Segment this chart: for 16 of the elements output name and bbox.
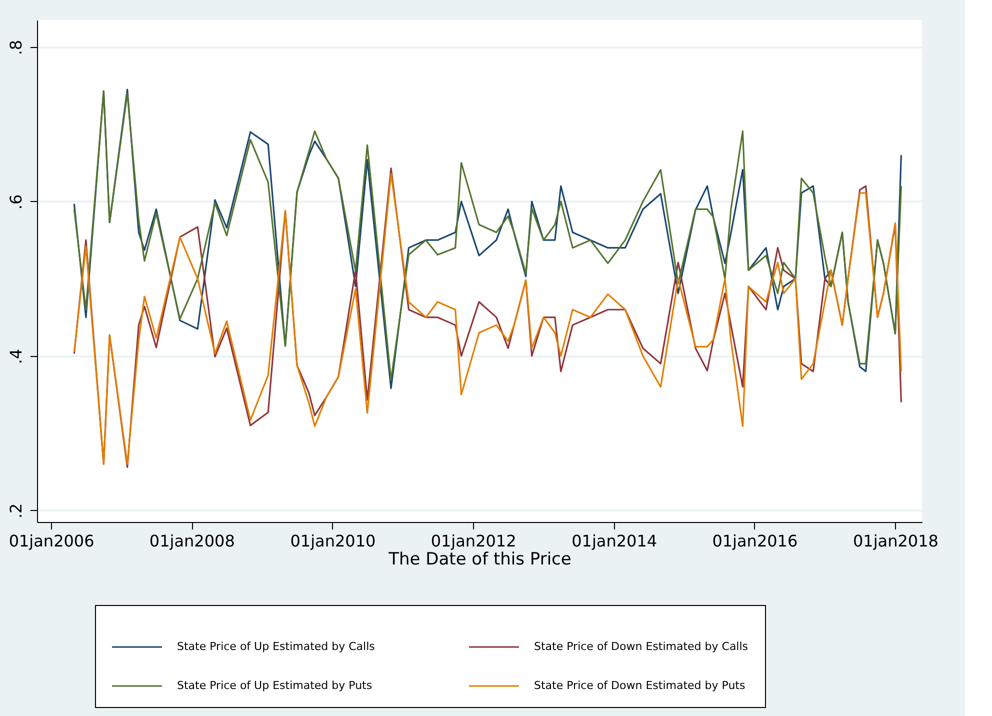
x-tick-label: 01jan2008 bbox=[149, 532, 235, 550]
x-tick-label: 01jan2010 bbox=[290, 532, 376, 550]
legend-label: State Price of Down Estimated by Calls bbox=[534, 640, 748, 653]
legend-label: State Price of Up Estimated by Puts bbox=[177, 679, 372, 692]
legend-label: State Price of Down Estimated by Puts bbox=[534, 679, 746, 692]
legend-label: State Price of Up Estimated by Calls bbox=[177, 640, 376, 653]
y-tick-label: .8 bbox=[6, 40, 26, 56]
x-tick-label: 01jan2012 bbox=[430, 532, 516, 550]
x-tick-label: 01jan2018 bbox=[852, 532, 938, 550]
y-tick-label: .4 bbox=[6, 348, 26, 364]
x-tick-label: 01jan2006 bbox=[8, 532, 94, 550]
x-tick-label: 01jan2016 bbox=[712, 532, 798, 550]
y-tick-label: .2 bbox=[6, 503, 26, 519]
x-tick-label: 01jan2014 bbox=[572, 532, 658, 550]
y-tick-label: .6 bbox=[6, 194, 26, 210]
x-axis-title: The Date of this Price bbox=[388, 550, 572, 570]
